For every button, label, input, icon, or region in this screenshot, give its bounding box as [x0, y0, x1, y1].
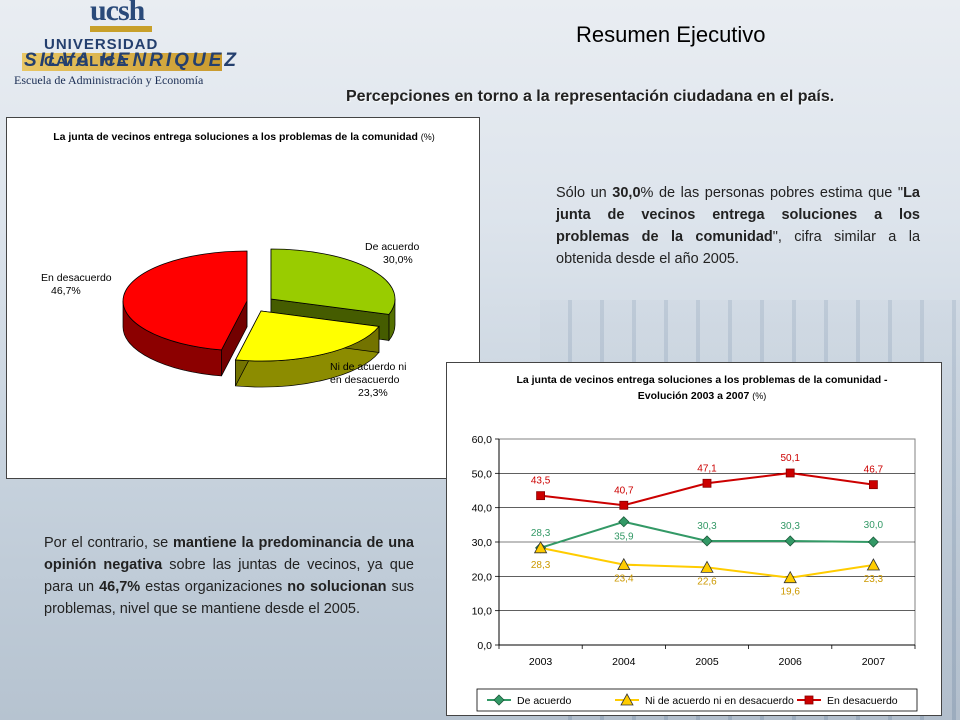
- pie-slice-label: Ni de acuerdo ni: [330, 361, 406, 373]
- pie-slice-label: en desacuerdo: [330, 374, 400, 386]
- data-label: 30,3: [780, 521, 800, 532]
- data-label: 35,9: [614, 532, 634, 543]
- para1-bold-1: 30,0: [612, 185, 641, 201]
- data-label: 40,7: [614, 485, 634, 496]
- para2-text-4: sus problemas, nivel que se mantiene des…: [44, 579, 415, 617]
- page-subtitle: Percepciones en torno a la representació…: [346, 88, 835, 105]
- pie-title-text: La junta de vecinos entrega soluciones a…: [53, 131, 421, 143]
- y-tick-label: 20,0: [472, 571, 493, 583]
- data-point: [783, 570, 797, 584]
- pie-slice-value-label: 23,3%: [358, 387, 388, 399]
- x-tick-label: 2003: [529, 656, 553, 668]
- data-point: [784, 535, 796, 547]
- para2-text-3: estas organizaciones: [140, 579, 288, 595]
- pie-slice: [270, 248, 396, 315]
- pie-title: La junta de vecinos entrega soluciones a…: [53, 131, 435, 143]
- data-point: [618, 516, 630, 528]
- line-title-line2: Evolución 2003 a 2007 (%): [638, 390, 766, 402]
- data-point: [866, 558, 881, 571]
- y-tick-label: 50,0: [472, 468, 493, 480]
- x-tick-label: 2007: [862, 656, 886, 668]
- para1-text-3: ", cifra similar a la obtenida desde el …: [556, 229, 921, 267]
- pie-chart-panel: La junta de vecinos entrega soluciones a…: [6, 117, 480, 479]
- legend-box: [476, 688, 918, 712]
- logo-accent-bar: [90, 26, 152, 32]
- data-label: 28,3: [531, 560, 551, 571]
- pie-slice-label: En desacuerdo: [41, 272, 112, 284]
- line-chart-panel: La junta de vecinos entrega soluciones a…: [446, 362, 942, 716]
- pie-slice: [122, 250, 248, 351]
- legend-label: En desacuerdo: [827, 695, 898, 707]
- data-label: 22,6: [697, 576, 717, 587]
- data-point: [619, 500, 629, 510]
- data-point: [700, 560, 714, 573]
- data-label: 50,1: [780, 453, 800, 464]
- para2-bold-2: 46,7%: [99, 579, 141, 595]
- data-point: [702, 478, 712, 488]
- x-tick-label: 2004: [612, 656, 636, 668]
- line-chart: La junta de vecinos entrega soluciones a…: [472, 374, 918, 712]
- data-label: 30,0: [864, 520, 884, 531]
- data-label: 46,7: [864, 465, 884, 476]
- pie-slice-value-label: 30,0%: [383, 254, 413, 266]
- data-label: 43,5: [531, 476, 551, 487]
- y-tick-label: 60,0: [472, 434, 493, 446]
- line-title-text: Evolución 2003 a 2007: [638, 390, 752, 402]
- page-title: Resumen Ejecutivo: [576, 22, 766, 47]
- data-label: 28,3: [531, 528, 551, 539]
- line-title-unit: (%): [752, 391, 766, 401]
- pie-chart: La junta de vecinos entrega soluciones a…: [41, 131, 435, 399]
- x-tick-label: 2005: [695, 656, 719, 668]
- y-tick-label: 10,0: [472, 606, 493, 618]
- data-point: [617, 557, 631, 571]
- data-label: 47,1: [697, 463, 717, 474]
- para1-bold-2: La junta de vecinos entrega soluciones a…: [556, 185, 920, 245]
- data-label: 19,6: [780, 587, 800, 598]
- y-tick-label: 30,0: [472, 537, 493, 549]
- data-label: 23,3: [864, 574, 884, 585]
- legend-label: Ni de acuerdo ni en desacuerdo: [645, 695, 794, 707]
- y-tick-label: 40,0: [472, 503, 493, 515]
- data-label: 30,3: [697, 521, 717, 532]
- pie-slice-label: De acuerdo: [365, 241, 419, 253]
- data-point: [701, 535, 713, 547]
- pie-slice: [234, 310, 380, 362]
- pie-title-unit: (%): [421, 132, 435, 142]
- data-point: [533, 541, 548, 554]
- data-label: 23,4: [614, 574, 634, 585]
- y-tick-label: 0,0: [477, 640, 492, 652]
- summary-paragraph-positive: Sólo un 30,0% de las personas pobres est…: [556, 182, 920, 270]
- summary-paragraph-negative: Por el contrario, se mantiene la predomi…: [44, 532, 414, 620]
- para2-text-1: Por el contrario, se: [44, 535, 174, 551]
- logo-name-text: SILVA HENRIQUEZ: [24, 50, 239, 71]
- para1-text-1: Sólo un: [556, 185, 613, 201]
- logo-university-text: UNIVERSIDAD CATOLICA: [44, 36, 159, 70]
- data-point: [867, 536, 879, 548]
- data-point: [536, 491, 545, 501]
- legend-marker: [804, 695, 814, 705]
- logo-school-text: Escuela de Administración y Economía: [14, 73, 204, 87]
- pie-slice-value-label: 46,7%: [51, 285, 81, 297]
- para2-bold-1: mantiene la predominancia de una opinión…: [44, 535, 414, 573]
- para2-bold-3: no solucionan: [287, 579, 387, 595]
- data-point: [785, 468, 795, 478]
- para1-text-2: % de las personas pobres estima que ": [640, 185, 904, 201]
- university-logo: ucsh UNIVERSIDAD CATOLICA SILVA HENRIQUE…: [12, 0, 242, 90]
- data-point: [868, 480, 878, 490]
- x-tick-label: 2006: [779, 656, 803, 668]
- legend-label: De acuerdo: [517, 695, 571, 707]
- legend-marker: [620, 693, 634, 706]
- line-title-line1: La junta de vecinos entrega soluciones a…: [516, 374, 888, 386]
- logo-ucsh-text: ucsh: [90, 0, 145, 27]
- para2-text-2: sobre las juntas de vecinos, ya que para…: [44, 557, 414, 595]
- legend-marker: [493, 694, 505, 706]
